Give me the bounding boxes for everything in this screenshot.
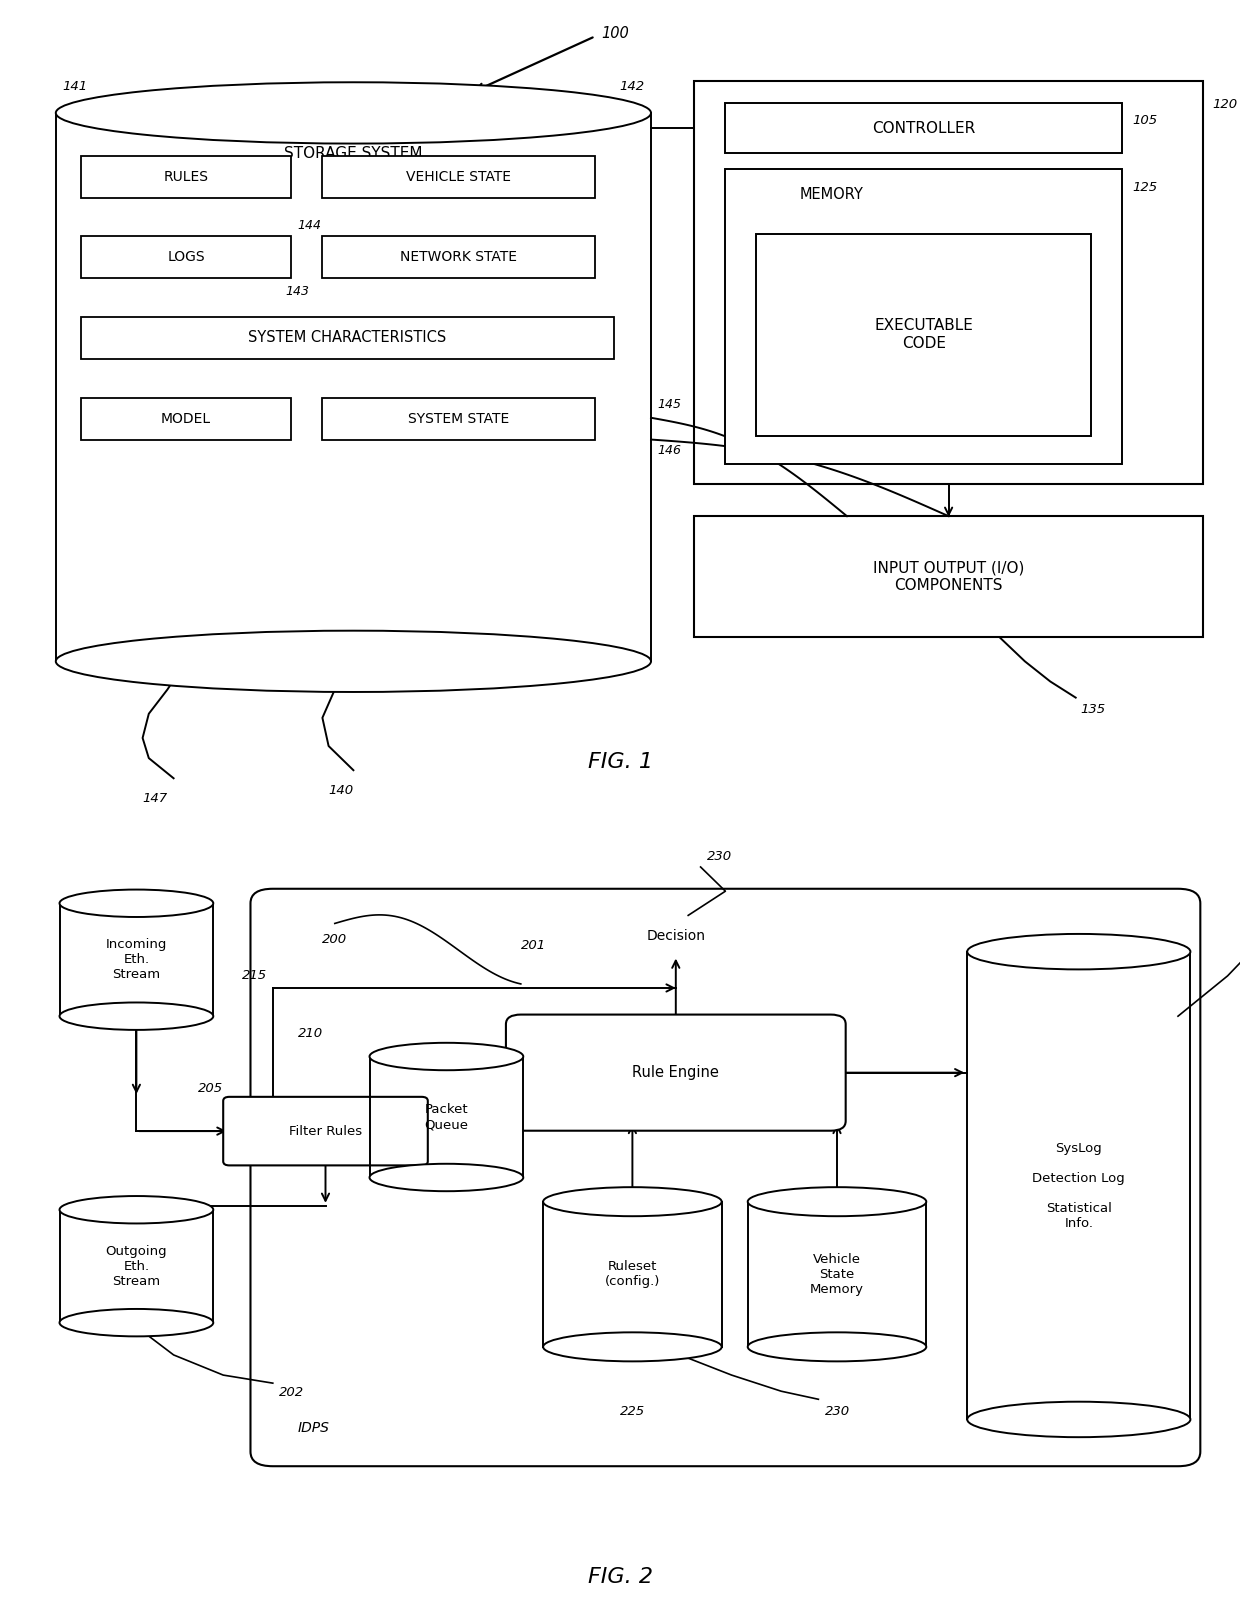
Text: FIG. 2: FIG. 2 <box>588 1566 652 1587</box>
Text: MEMORY: MEMORY <box>800 187 864 202</box>
Text: NETWORK STATE: NETWORK STATE <box>401 250 517 265</box>
Text: 201: 201 <box>521 939 546 952</box>
Ellipse shape <box>60 1195 213 1224</box>
Text: Decision: Decision <box>646 929 706 942</box>
Text: Further
Inspection: Further Inspection <box>361 1094 430 1121</box>
Text: 200: 200 <box>322 932 347 947</box>
Ellipse shape <box>60 1310 213 1336</box>
Ellipse shape <box>56 631 651 692</box>
FancyBboxPatch shape <box>250 889 1200 1466</box>
Text: Ruleset
(config.): Ruleset (config.) <box>605 1260 660 1289</box>
Text: 143: 143 <box>285 286 309 298</box>
Text: 144: 144 <box>298 219 321 232</box>
Text: 120: 120 <box>1213 98 1238 111</box>
Text: 135: 135 <box>1081 703 1106 716</box>
Text: Filter Rules: Filter Rules <box>289 1124 362 1137</box>
Bar <box>81 155 291 198</box>
Bar <box>322 235 595 277</box>
Bar <box>60 1210 213 1323</box>
Ellipse shape <box>543 1332 722 1361</box>
Text: SYSTEM STATE: SYSTEM STATE <box>408 411 510 426</box>
Bar <box>694 81 1203 484</box>
Text: 100: 100 <box>601 26 629 42</box>
Text: 146: 146 <box>657 444 681 456</box>
Text: IDPS: IDPS <box>298 1421 330 1434</box>
Bar <box>967 952 1190 1419</box>
Text: 141: 141 <box>62 79 87 92</box>
Text: 147: 147 <box>143 792 167 805</box>
Bar <box>56 113 651 661</box>
Text: 215: 215 <box>242 968 267 981</box>
Text: Packet
Queue: Packet Queue <box>424 1103 469 1131</box>
Text: 142: 142 <box>620 79 645 92</box>
Bar <box>81 316 614 360</box>
Text: 145: 145 <box>657 398 681 411</box>
Text: 225: 225 <box>620 1405 645 1418</box>
Text: 105: 105 <box>1132 113 1157 127</box>
Ellipse shape <box>60 889 213 916</box>
FancyBboxPatch shape <box>223 1097 428 1165</box>
Text: MODEL: MODEL <box>161 411 211 426</box>
Text: FIG. 1: FIG. 1 <box>588 752 652 773</box>
Bar <box>60 903 213 1016</box>
Text: 205: 205 <box>198 1082 223 1095</box>
Bar <box>322 155 595 198</box>
Text: STORAGE SYSTEM: STORAGE SYSTEM <box>284 145 423 161</box>
Bar <box>81 397 291 440</box>
Text: EXECUTABLE
CODE: EXECUTABLE CODE <box>874 318 973 352</box>
Bar <box>748 1202 926 1347</box>
Bar <box>81 235 291 277</box>
Text: CONTROLLER: CONTROLLER <box>872 121 976 135</box>
Text: 125: 125 <box>1132 181 1157 194</box>
Text: 140: 140 <box>329 784 353 797</box>
Bar <box>756 234 1091 436</box>
Text: 202: 202 <box>279 1386 304 1398</box>
Ellipse shape <box>56 82 651 144</box>
Bar <box>370 1057 523 1177</box>
Text: SysLog

Detection Log

Statistical
Info.: SysLog Detection Log Statistical Info. <box>1033 1142 1125 1229</box>
Bar <box>543 1202 722 1347</box>
Bar <box>322 397 595 440</box>
Text: 210: 210 <box>298 1027 322 1040</box>
Text: Outgoing
Eth.
Stream: Outgoing Eth. Stream <box>105 1245 167 1287</box>
Ellipse shape <box>60 1002 213 1031</box>
Ellipse shape <box>543 1187 722 1216</box>
Text: INPUT OUTPUT (I/O)
COMPONENTS: INPUT OUTPUT (I/O) COMPONENTS <box>873 560 1024 594</box>
Text: LOGS: LOGS <box>167 250 205 265</box>
Ellipse shape <box>967 1402 1190 1437</box>
Ellipse shape <box>748 1187 926 1216</box>
Text: SYSTEM CHARACTERISTICS: SYSTEM CHARACTERISTICS <box>248 331 446 345</box>
Text: RULES: RULES <box>164 169 208 184</box>
FancyBboxPatch shape <box>506 1015 846 1131</box>
Ellipse shape <box>370 1044 523 1071</box>
Ellipse shape <box>967 934 1190 969</box>
Ellipse shape <box>370 1165 523 1190</box>
Text: Rule Engine: Rule Engine <box>632 1065 719 1081</box>
Text: Incoming
Eth.
Stream: Incoming Eth. Stream <box>105 939 167 981</box>
Text: VEHICLE STATE: VEHICLE STATE <box>407 169 511 184</box>
Bar <box>694 516 1203 637</box>
Bar <box>725 169 1122 465</box>
Bar <box>725 103 1122 153</box>
Text: 230: 230 <box>825 1405 849 1418</box>
Text: Vehicle
State
Memory: Vehicle State Memory <box>810 1253 864 1295</box>
Ellipse shape <box>748 1332 926 1361</box>
Text: 230: 230 <box>707 850 732 863</box>
